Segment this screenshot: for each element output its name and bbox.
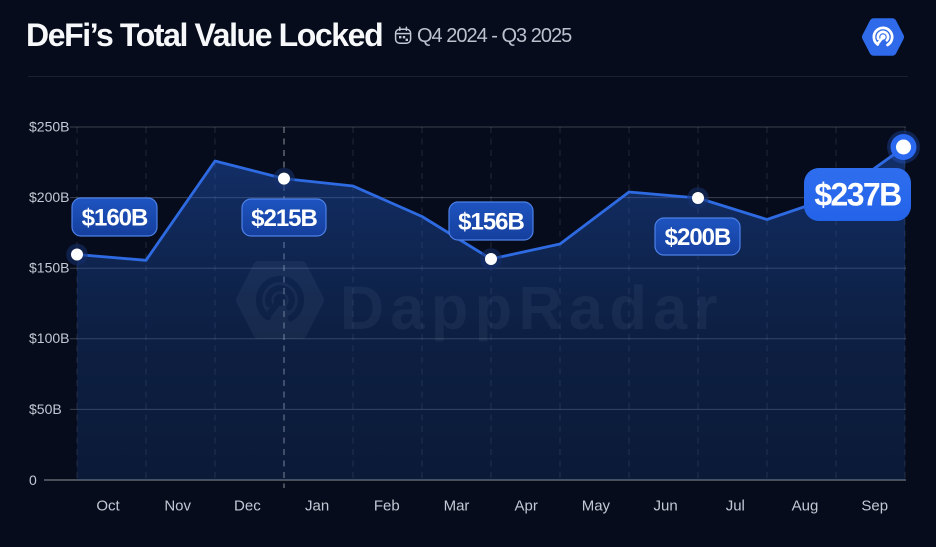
svg-text:$160B: $160B xyxy=(82,205,148,232)
svg-text:$100B: $100B xyxy=(29,330,69,346)
svg-text:Jun: Jun xyxy=(654,498,678,515)
svg-text:Oct: Oct xyxy=(96,498,120,515)
svg-text:$200B: $200B xyxy=(665,224,731,251)
svg-text:$237B: $237B xyxy=(814,177,901,213)
svg-text:Dec: Dec xyxy=(234,498,261,515)
svg-text:Aug: Aug xyxy=(792,498,819,515)
svg-text:$150B: $150B xyxy=(29,260,69,276)
svg-text:Sep: Sep xyxy=(861,498,888,515)
svg-text:Mar: Mar xyxy=(444,498,470,515)
svg-text:$156B: $156B xyxy=(458,209,524,236)
svg-text:$50B: $50B xyxy=(29,401,62,417)
svg-text:0: 0 xyxy=(29,472,37,488)
svg-text:Apr: Apr xyxy=(515,498,538,515)
svg-text:Jul: Jul xyxy=(726,498,745,515)
svg-text:Nov: Nov xyxy=(164,498,191,515)
svg-text:$250B: $250B xyxy=(29,119,69,135)
svg-text:Feb: Feb xyxy=(374,498,400,515)
svg-text:$215B: $215B xyxy=(251,205,317,232)
svg-text:May: May xyxy=(582,498,611,515)
svg-text:Jan: Jan xyxy=(305,498,329,515)
svg-text:$200B: $200B xyxy=(29,189,69,205)
